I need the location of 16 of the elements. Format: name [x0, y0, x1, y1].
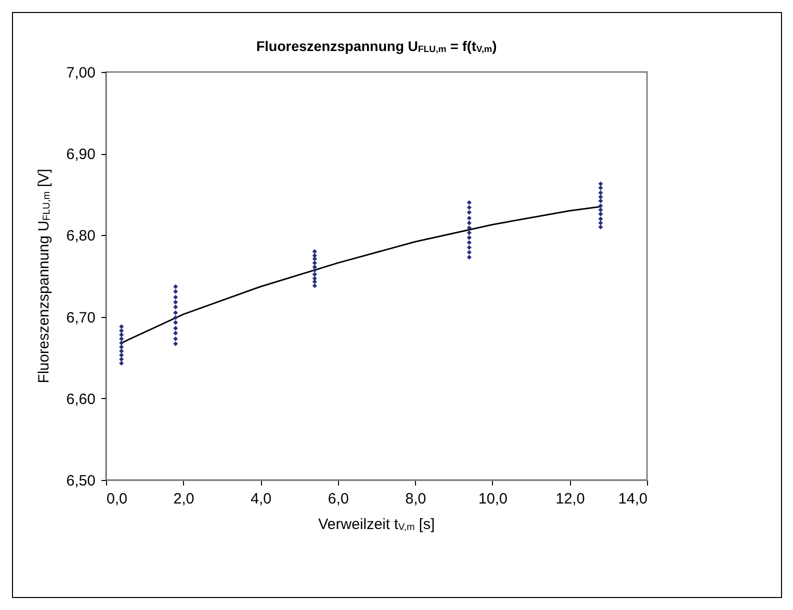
y-tick-label: 6,60: [66, 390, 96, 408]
x-tick-label: 2,0: [173, 490, 194, 508]
y-tick-label: 6,70: [66, 309, 96, 326]
x-tick-label: 0,0: [106, 490, 128, 508]
x-tick-label: 12,0: [556, 490, 585, 508]
x-tick-label: 6,0: [328, 490, 349, 508]
x-tick-label: 14,0: [618, 490, 648, 508]
x-tick-label: 10,0: [478, 490, 508, 508]
y-tick-label: 7,00: [66, 64, 96, 82]
y-tick-label: 6,50: [66, 472, 96, 490]
x-axis-title: Verweilzeit t$_{V,m}$ [s]: [317, 516, 436, 533]
y-tick-label: 6,90: [66, 146, 96, 164]
x-tick-label: 4,0: [250, 490, 272, 508]
x-tick-label: 8,0: [405, 490, 426, 508]
y-tick-label: 6,80: [66, 228, 96, 245]
chart-title: Fluoreszenzspannung U$_{FLU,m}$ = f(t$_{V,m}$): [255, 38, 498, 54]
